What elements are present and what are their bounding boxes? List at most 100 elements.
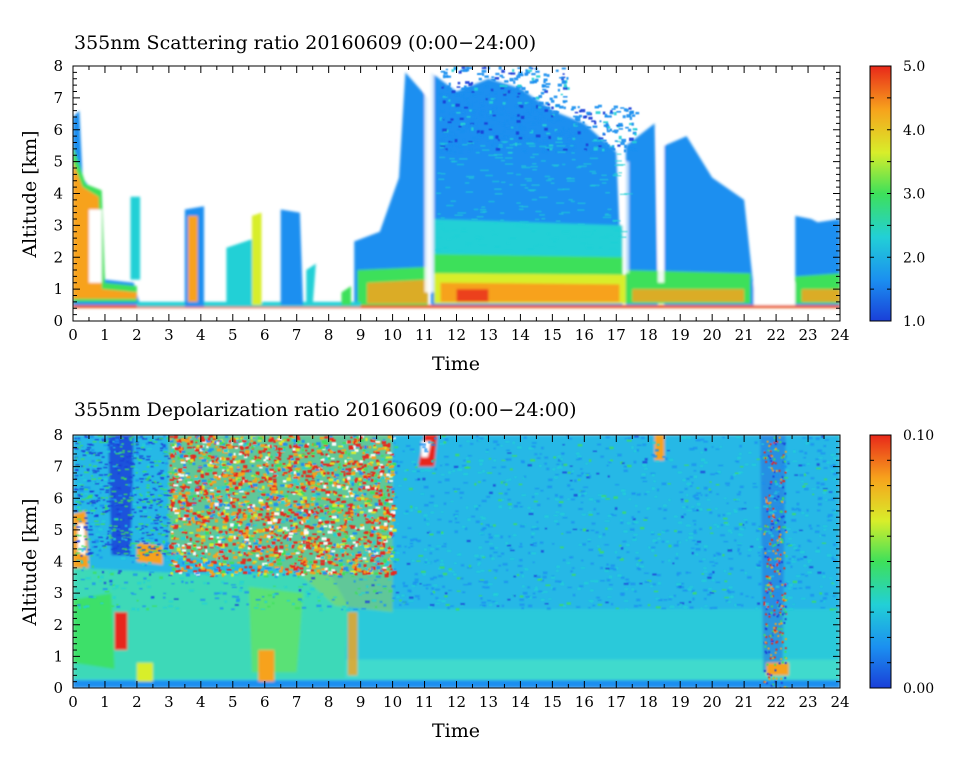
heatmap-cell — [532, 153, 539, 156]
heatmap-cell — [247, 571, 252, 575]
heatmap-cell — [531, 442, 537, 444]
heatmap-cell — [247, 553, 253, 555]
heatmap-cell — [274, 460, 279, 464]
heatmap-cell — [471, 93, 474, 97]
heatmap-cell — [174, 524, 179, 528]
heatmap-cell — [252, 479, 258, 483]
heatmap-cell — [540, 150, 545, 153]
heatmap-cell — [305, 478, 309, 481]
heatmap-cell — [533, 500, 538, 503]
heatmap-cell — [370, 491, 376, 495]
heatmap-cell — [288, 535, 293, 538]
heatmap-cell — [513, 80, 516, 84]
heatmap-cell — [478, 459, 484, 463]
heatmap-cell — [386, 444, 391, 448]
heatmap-cell — [297, 505, 303, 510]
heatmap-cell — [170, 507, 174, 512]
heatmap-cell — [340, 451, 345, 455]
heatmap-cell — [530, 544, 534, 546]
heatmap-cell — [326, 546, 329, 549]
heatmap-cell — [467, 102, 470, 105]
heatmap-cell — [196, 575, 200, 577]
heatmap-cell — [479, 462, 483, 466]
heatmap-cell — [479, 111, 482, 116]
heatmap-cell — [576, 606, 581, 608]
heatmap-cell — [798, 587, 803, 589]
heatmap-cell — [260, 549, 264, 553]
heatmap-cell — [451, 69, 455, 72]
heatmap-cell — [413, 581, 418, 584]
heatmap-cell — [745, 595, 749, 597]
heatmap-cell — [259, 546, 263, 550]
heatmap-cell — [261, 493, 266, 496]
heatmap-cell — [815, 550, 821, 553]
heatmap-cell — [228, 465, 233, 468]
heatmap-cell — [262, 523, 266, 526]
heatmap-cell — [169, 436, 174, 438]
y-tick-label: 0 — [53, 312, 63, 330]
heatmap-cell — [324, 505, 329, 508]
heatmap-cell — [410, 505, 413, 509]
heatmap-cell — [238, 442, 244, 445]
heatmap-cell — [190, 454, 195, 458]
heatmap-cell — [280, 490, 284, 494]
heatmap-cell — [317, 498, 322, 501]
heatmap-cell — [349, 505, 353, 509]
heatmap-cell — [371, 566, 376, 570]
heatmap-cell — [508, 112, 512, 116]
heatmap-cell — [373, 444, 376, 448]
heatmap-cell — [504, 492, 508, 495]
heatmap-cell — [225, 515, 228, 517]
heatmap-cell — [498, 499, 503, 502]
heatmap-cell — [176, 451, 180, 455]
heatmap-cell — [193, 559, 197, 563]
heatmap-cell — [169, 479, 175, 481]
heatmap-cell — [328, 491, 333, 493]
heatmap-cell — [493, 440, 498, 444]
heatmap-cell — [450, 107, 455, 110]
heatmap-cell — [300, 570, 304, 574]
heatmap-cell — [582, 121, 585, 124]
heatmap-cell — [356, 496, 361, 501]
heatmap-cell — [377, 542, 382, 545]
heatmap-cell — [222, 525, 228, 530]
heatmap-cell — [480, 569, 485, 572]
heatmap-cell — [246, 502, 251, 505]
heatmap-cell — [375, 555, 378, 558]
heatmap-cell — [388, 456, 393, 459]
heatmap-cell — [578, 508, 583, 510]
heatmap-cell — [383, 558, 387, 563]
heatmap-cell — [300, 485, 306, 490]
heatmap-cell — [176, 440, 182, 443]
heatmap-cell — [231, 586, 237, 588]
heatmap-cell — [330, 553, 334, 557]
heatmap-cell — [306, 565, 312, 569]
heatmap-cell — [339, 504, 344, 508]
heatmap-cell — [758, 546, 764, 549]
heatmap-cell — [261, 596, 265, 598]
heatmap-cell — [200, 451, 203, 454]
heatmap-cell — [350, 508, 353, 512]
heatmap-cell — [263, 572, 267, 576]
heatmap-cell — [376, 461, 380, 464]
heatmap-cell — [511, 126, 514, 129]
heatmap-cell — [726, 484, 730, 487]
heatmap-cell — [229, 460, 234, 464]
heatmap-cell — [458, 117, 464, 120]
heatmap-cell — [583, 473, 587, 476]
heatmap-cell — [384, 573, 389, 578]
heatmap-cell — [568, 472, 573, 475]
heatmap-cell — [496, 443, 500, 446]
heatmap-cell — [278, 447, 283, 451]
heatmap-cell — [546, 74, 550, 77]
x-tick-label: 12 — [447, 326, 466, 344]
x-tick-label: 23 — [798, 326, 817, 344]
heatmap-cell — [147, 585, 151, 588]
heatmap-cell — [349, 503, 354, 507]
heatmap-cell — [608, 461, 612, 464]
heatmap-cell — [307, 469, 312, 474]
heatmap-cell — [274, 512, 280, 516]
heatmap-cell — [504, 80, 509, 83]
heatmap-cell — [501, 76, 505, 79]
heatmap-cell — [293, 481, 298, 484]
